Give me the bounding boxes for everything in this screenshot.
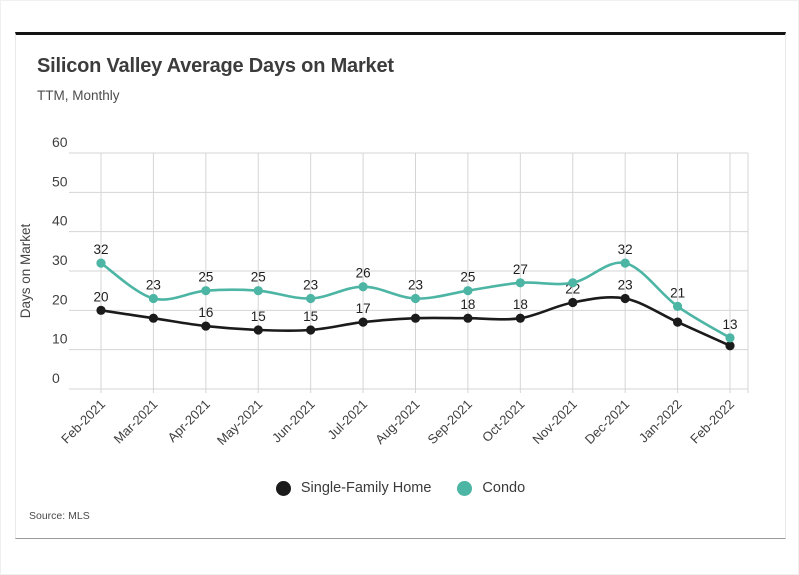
legend-marker-single-family-icon — [275, 480, 291, 496]
chart-title: Silicon Valley Average Days on Market — [37, 55, 394, 77]
legend-marker-condo-icon — [457, 480, 473, 496]
legend-label-condo: Condo — [482, 480, 526, 496]
chart-card — [15, 32, 786, 539]
chart-subtitle: TTM, Monthly — [37, 88, 120, 103]
source-note: Source: MLS — [29, 510, 90, 522]
chart-legend: Single-Family Home Condo — [15, 480, 786, 496]
legend-label-single-family-home: Single-Family Home — [300, 480, 432, 496]
legend-item-condo: Condo — [457, 480, 525, 496]
legend-item-single-family-home: Single-Family Home — [275, 480, 432, 496]
